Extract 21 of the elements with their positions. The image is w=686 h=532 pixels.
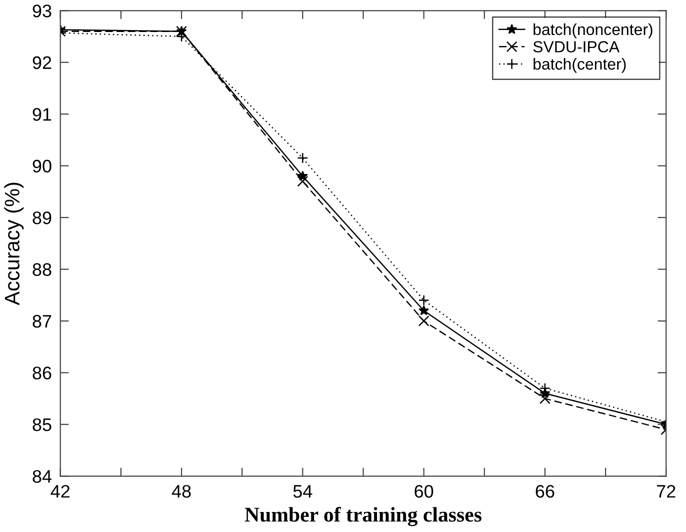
y-tick-label: 89 (32, 211, 52, 224)
legend-label: batch(center) (534, 58, 626, 73)
y-tick-label: 84 (32, 470, 52, 483)
x-tick-label: 48 (172, 484, 191, 498)
legend-label: batch(noncenter) (534, 23, 652, 38)
x-tick-label: 66 (536, 484, 554, 498)
y-axis-title: Accuracy (%) (4, 182, 24, 306)
y-tick-label: 88 (32, 263, 52, 276)
x-tick-label: 60 (414, 484, 434, 498)
y-tick-label: 86 (32, 366, 52, 380)
x-tick-label: 42 (50, 484, 70, 498)
y-tick-label: 93 (32, 4, 52, 18)
y-tick-label: 85 (32, 418, 52, 432)
legend-label: SVDU-IPCA (533, 41, 620, 52)
x-tick-label: 54 (293, 485, 312, 498)
x-tick-label: 72 (656, 484, 676, 498)
y-tick-label: 91 (32, 108, 52, 121)
y-tick-label: 87 (32, 314, 52, 328)
x-axis-title: Number of training classes (244, 506, 482, 526)
y-tick-label: 90 (32, 160, 52, 173)
y-tick-label: 92 (32, 56, 52, 70)
